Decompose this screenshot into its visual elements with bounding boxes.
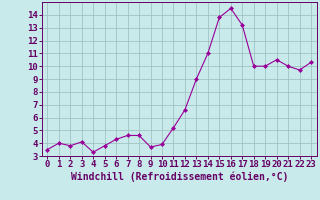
X-axis label: Windchill (Refroidissement éolien,°C): Windchill (Refroidissement éolien,°C): [70, 172, 288, 182]
